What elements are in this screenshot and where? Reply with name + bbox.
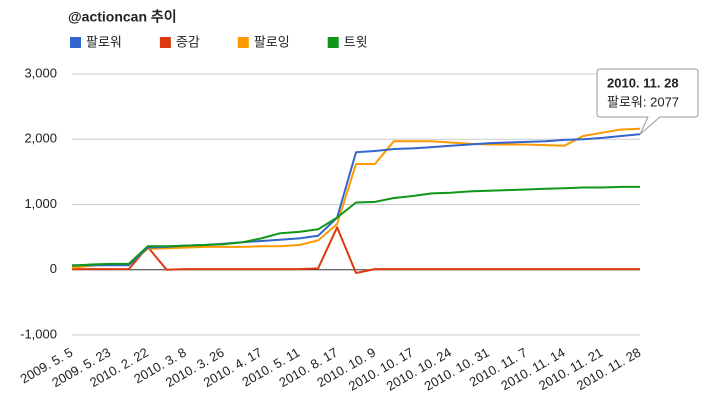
y-tick-label: 3,000 bbox=[24, 65, 57, 80]
legend-label: 트윗 bbox=[344, 34, 368, 49]
legend-swatch bbox=[237, 37, 249, 48]
legend-label: 증감 bbox=[176, 34, 200, 49]
legend-swatch bbox=[70, 37, 81, 48]
chart-title: @actioncan 추이 bbox=[68, 9, 177, 25]
legend-label: 팔로워 bbox=[86, 34, 122, 49]
y-tick-label: 0 bbox=[50, 261, 57, 276]
series-line bbox=[72, 226, 640, 274]
series-line bbox=[71, 127, 641, 269]
legend-swatch bbox=[159, 37, 171, 48]
tooltip-text: 팔로워: 2077 bbox=[607, 94, 679, 109]
y-tick-label: -1,000 bbox=[20, 326, 57, 341]
legend-swatch bbox=[327, 37, 339, 48]
tooltip-title: 2010. 11. 28 bbox=[607, 75, 679, 90]
tooltip-box bbox=[596, 68, 699, 135]
y-tick-label: 1,000 bbox=[24, 196, 57, 211]
y-tick-label: 2,000 bbox=[24, 131, 57, 146]
legend-label: 팔로잉 bbox=[254, 34, 290, 49]
series-line bbox=[71, 185, 640, 267]
